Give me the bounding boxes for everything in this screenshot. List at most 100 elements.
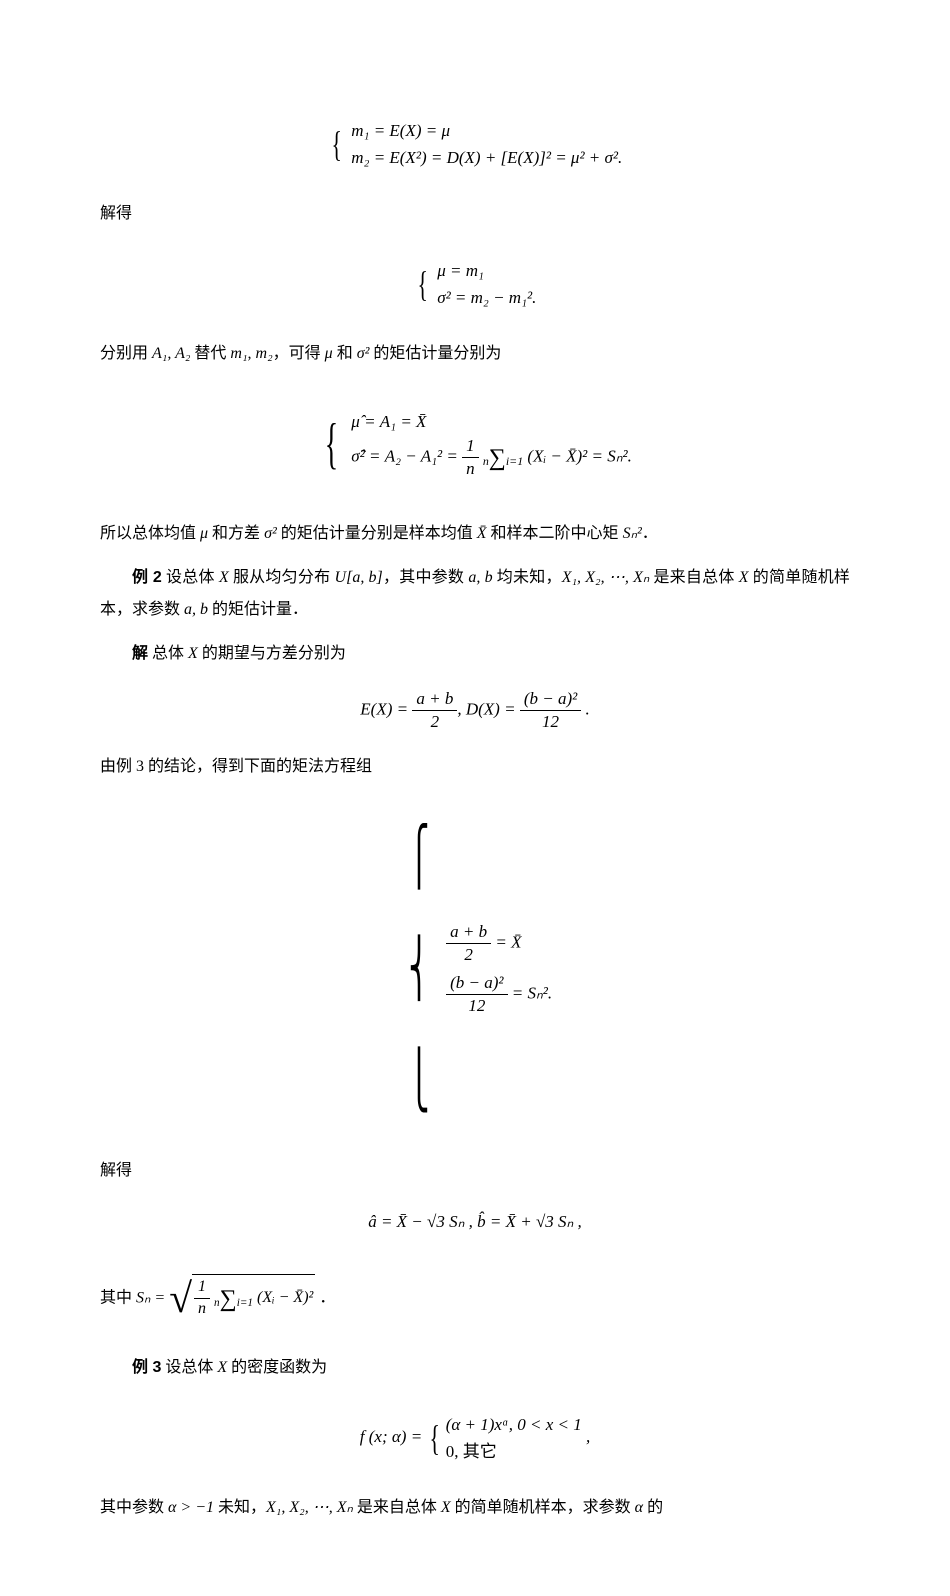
eq4-frac2: (b − a)²12: [520, 688, 581, 733]
eq5-f1-num: a + b: [446, 921, 491, 944]
eq7-line2: 0, 其它: [446, 1438, 582, 1465]
eq2-line2: σ² = m₂ − m₁².: [437, 284, 536, 311]
p6-c: (Xᵢ − X̄)²: [257, 1289, 313, 1306]
eq5-line2-b: = Sₙ².: [508, 984, 553, 1003]
ex2-m: 的矩估计量．: [208, 601, 308, 618]
paragraph-4: 由例 3 的结论，得到下面的矩法方程组: [100, 751, 850, 783]
eq4-f1-den: 2: [412, 711, 457, 733]
p7-f: X: [441, 1499, 451, 1516]
p3-a: 所以总体均值: [100, 525, 200, 542]
ex3-a: 设总体: [161, 1359, 217, 1376]
p2-math-f: μ: [325, 345, 333, 362]
equation-7: f (x; α) = { (α + 1)xᵅ, 0 < x < 1 0, 其它 …: [100, 1402, 850, 1474]
eq5-stack: a + b2 = X̄ (b − a)²12 = Sₙ².: [446, 921, 552, 1017]
ex2-i: 是来自总体: [649, 569, 739, 586]
p3-i: ．: [642, 525, 658, 542]
p3-b: μ: [200, 525, 208, 542]
eq5-f2-den: 12: [446, 995, 507, 1017]
eq3-stack: μ̂ = A₁ = X̄ σ̂² = A₂ − A₁² = 1n n∑i=1 (…: [351, 408, 632, 480]
p7-a: 其中参数: [100, 1499, 168, 1516]
eq2-line1: μ = m₁: [437, 257, 536, 284]
eq3-line2-a: σ̂² = A₂ − A₁² =: [351, 447, 462, 466]
eq7-stack: (α + 1)xᵅ, 0 < x < 1 0, 其它: [446, 1411, 582, 1465]
paragraph-2: 分别用 A₁, A₂ 替代 m₁, m₂，可得 μ 和 σ² 的矩估计量分别为: [100, 338, 850, 370]
eq4-c: .: [581, 700, 590, 719]
example-2: 例 2 设总体 X 服从均匀分布 U[a, b]，其中参数 a, b 均未知，X…: [100, 562, 850, 626]
eq3-line2-b: (Xᵢ − X̄)² = Sₙ².: [527, 447, 631, 466]
eq5-line2: (b − a)²12 = Sₙ².: [446, 972, 552, 1017]
ex2-h: X₁, X₂, ⋯, Xₙ: [562, 569, 650, 586]
equation-4: E(X) = a + b2, D(X) = (b − a)²12 .: [100, 688, 850, 733]
eq5-f1-den: 2: [446, 944, 491, 966]
ex3-label: 例 3: [132, 1359, 161, 1376]
p6-sum-bot: i=1: [237, 1297, 253, 1309]
eq4-frac1: a + b2: [412, 688, 457, 733]
sigma-icon-2: ∑: [220, 1286, 237, 1312]
example-3: 例 3 设总体 X 的密度函数为: [100, 1352, 850, 1384]
eq4-b: , D(X) =: [457, 700, 519, 719]
p2-text-e: ，可得: [273, 345, 325, 362]
ex2-label: 例 2: [132, 569, 162, 586]
ex2-g: 均未知，: [493, 569, 562, 586]
p2-text-i: 的矩估计量分别为: [369, 345, 501, 362]
eq7-a: f (x; α) =: [360, 1427, 427, 1446]
ex3-c: 的密度函数为: [227, 1359, 327, 1376]
p6-d: ．: [315, 1289, 335, 1306]
paragraph-solve2: 解得: [100, 1155, 850, 1187]
paragraph-3: 所以总体均值 μ 和方差 σ² 的矩估计量分别是样本均值 X̄ 和样本二阶中心矩…: [100, 518, 850, 550]
ex2-f: a, b: [468, 569, 492, 586]
p6-sqrt-den: n: [194, 1299, 210, 1320]
eq2-stack: μ = m₁ σ² = m₂ − m₁².: [437, 257, 536, 311]
sigma-icon: ∑: [489, 445, 506, 471]
p7-h: α: [635, 1499, 643, 1516]
left-brace-3: {: [325, 388, 338, 500]
sol-a: 总体: [148, 645, 188, 662]
equation-2: { μ = m₁ σ² = m₂ − m₁².: [100, 248, 850, 320]
left-brace-7: {: [430, 1402, 440, 1474]
p2-text-c: 替代: [190, 345, 230, 362]
equation-5: ⎧⎨⎩ a + b2 = X̄ (b − a)²12 = Sₙ².: [100, 801, 850, 1137]
eq3-sum-bot: i=1: [506, 454, 523, 468]
eq5-line1: a + b2 = X̄: [446, 921, 552, 966]
sol-c: 的期望与方差分别为: [198, 645, 346, 662]
left-brace-2: {: [417, 248, 427, 320]
p2-math-h: σ²: [357, 345, 370, 362]
p3-g: 和样本二阶中心矩: [487, 525, 623, 542]
p6-sqrt: 1n n∑i=1 (Xᵢ − X̄)²: [192, 1274, 315, 1320]
eq5-f2-num: (b − a)²: [446, 972, 507, 995]
paragraph-6: 其中 Sₙ = √1n n∑i=1 (Xᵢ − X̄)² ．: [100, 1257, 850, 1340]
p7-c: 未知，: [214, 1499, 266, 1516]
left-brace: {: [331, 108, 341, 180]
ex2-c: 服从均匀分布: [229, 569, 335, 586]
sol-b: X: [188, 645, 198, 662]
ex2-b: X: [219, 569, 229, 586]
eq5-frac2: (b − a)²12: [446, 972, 507, 1017]
p2-math-b: A₁, A₂: [152, 345, 190, 362]
eq4-f2-num: (b − a)²: [520, 688, 581, 711]
ex2-a: 设总体: [162, 569, 219, 586]
eq3-frac: 1n: [462, 435, 479, 480]
eq1-line2: m₂ = E(X²) = D(X) + [E(X)]² = μ² + σ².: [351, 144, 622, 171]
p3-d: σ²: [264, 525, 277, 542]
eq3-frac-num: 1: [462, 435, 479, 458]
p6-a: 其中: [100, 1289, 136, 1306]
equation-1: { m₁ = E(X) = μ m₂ = E(X²) = D(X) + [E(X…: [100, 108, 850, 180]
eq5-line1-b: = X̄: [491, 933, 521, 952]
p2-math-d: m₁, m₂: [230, 345, 272, 362]
p6-sum: n∑i=1: [214, 1287, 253, 1311]
p7-d: X₁, X₂, ⋯, Xₙ: [266, 1499, 353, 1516]
solution-para: 解 总体 X 的期望与方差分别为: [100, 638, 850, 670]
p6-sqrt-num: 1: [194, 1277, 210, 1299]
eq3-sum: n∑i=1: [483, 446, 523, 470]
equation-6: â = X̄ − √3 Sₙ , b̂ = X̄ + √3 Sₙ ,: [100, 1205, 850, 1239]
ex2-l: a, b: [184, 601, 208, 618]
eq4-f1-num: a + b: [412, 688, 457, 711]
p3-h: Sₙ²: [623, 525, 642, 542]
p7-i: 的: [643, 1499, 663, 1516]
p7-g: 的简单随机样本，求参数: [451, 1499, 635, 1516]
paragraph-7: 其中参数 α > −1 未知，X₁, X₂, ⋯, Xₙ 是来自总体 X 的简单…: [100, 1492, 850, 1524]
eq7-line1: (α + 1)xᵅ, 0 < x < 1: [446, 1411, 582, 1438]
p3-f: X̄: [477, 525, 487, 542]
left-brace-5: ⎧⎨⎩: [408, 801, 429, 1137]
eq3-frac-den: n: [462, 458, 479, 480]
